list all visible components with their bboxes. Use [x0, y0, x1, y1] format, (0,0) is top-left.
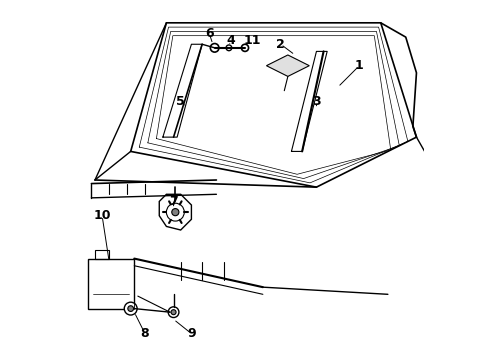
Text: 2: 2 — [276, 38, 285, 51]
Bar — [95, 249, 109, 258]
Text: 8: 8 — [141, 327, 149, 340]
Text: 6: 6 — [205, 27, 214, 40]
Circle shape — [124, 302, 137, 315]
Circle shape — [210, 44, 219, 52]
Polygon shape — [159, 194, 192, 230]
Text: 3: 3 — [312, 95, 321, 108]
Text: 7: 7 — [169, 195, 178, 208]
Text: 4: 4 — [226, 34, 235, 47]
Text: 9: 9 — [187, 327, 196, 340]
Circle shape — [168, 307, 179, 318]
Polygon shape — [267, 55, 309, 76]
Circle shape — [242, 44, 248, 51]
Circle shape — [226, 45, 232, 51]
Text: 10: 10 — [94, 209, 111, 222]
Text: 1: 1 — [355, 59, 364, 72]
Text: 11: 11 — [244, 34, 261, 47]
Circle shape — [171, 310, 176, 315]
Polygon shape — [131, 23, 416, 187]
Circle shape — [172, 208, 179, 216]
Text: 5: 5 — [176, 95, 185, 108]
Bar — [88, 258, 134, 309]
Circle shape — [128, 306, 134, 311]
